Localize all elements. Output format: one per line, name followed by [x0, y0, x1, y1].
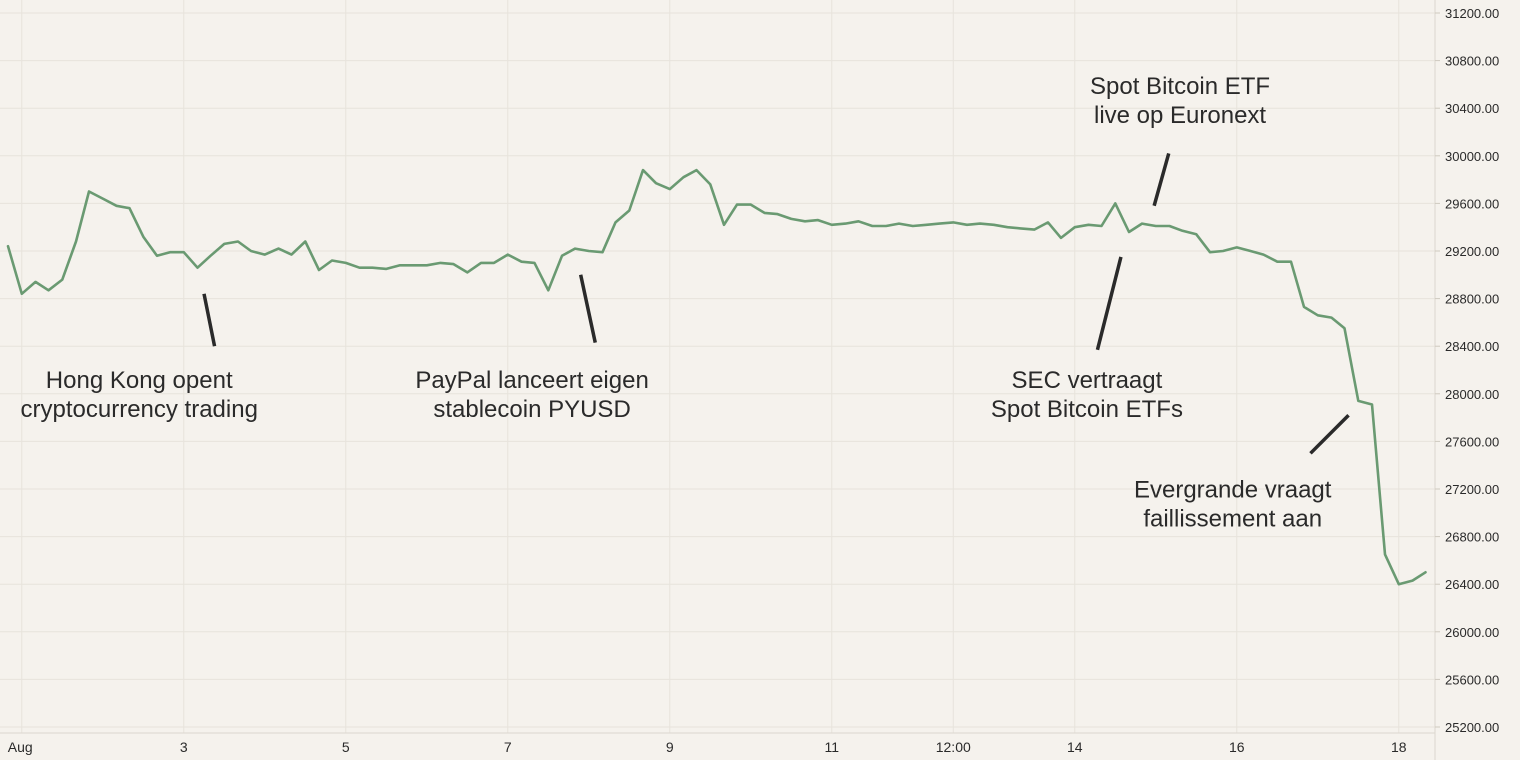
y-tick-label: 29200.00: [1445, 244, 1499, 259]
x-tick-label: Aug: [8, 739, 33, 755]
annotation-pointer: [1309, 413, 1350, 455]
y-tick-label: 30000.00: [1445, 149, 1499, 164]
annotation-pointer: [1095, 256, 1123, 351]
x-tick-label: 3: [180, 739, 188, 755]
annotation-pointer: [578, 274, 597, 343]
x-tick-label: 9: [666, 739, 674, 755]
annotation-text: Spot Bitcoin ETF: [1090, 73, 1270, 100]
annotation-text: live op Euronext: [1094, 102, 1266, 129]
y-axis: 25200.00 25600.00 26000.00 26400.00 26800.00…: [1435, 6, 1499, 735]
annotation-text: SEC vertraagt: [1012, 367, 1163, 394]
x-tick-label: 18: [1391, 739, 1407, 755]
x-tick-label: 5: [342, 739, 350, 755]
y-tick-label: 29600.00: [1445, 196, 1499, 211]
y-tick-label: 28800.00: [1445, 292, 1499, 307]
annotation-text: PayPal lanceert eigen: [415, 367, 648, 394]
x-tick-label: 7: [504, 739, 512, 755]
y-tick-label: 27600.00: [1445, 434, 1499, 449]
series-line: [6, 168, 1427, 586]
x-tick-label: 12:00: [936, 739, 971, 755]
annotation-text: faillissement aan: [1143, 505, 1322, 532]
y-tick-label: 26000.00: [1445, 625, 1499, 640]
x-tick-label: 11: [824, 739, 839, 755]
y-tick-label: 27200.00: [1445, 482, 1499, 497]
y-tick-label: 26800.00: [1445, 530, 1499, 545]
y-tick-label: 28400.00: [1445, 339, 1499, 354]
y-tick-label: 30800.00: [1445, 54, 1499, 69]
annotation-text: cryptocurrency trading: [21, 396, 258, 423]
annotation-pointer: [202, 293, 217, 347]
x-axis: Aug 3 5 7 9 11 12:00 14 16 18: [8, 739, 1407, 755]
grid: [0, 0, 1435, 733]
annotation-pointer: [1152, 152, 1171, 207]
x-tick-label: 14: [1067, 739, 1083, 755]
annotation-text: Hong Kong opent: [46, 367, 233, 394]
series: [6, 168, 1427, 586]
y-tick-label: 26400.00: [1445, 577, 1499, 592]
y-tick-label: 28000.00: [1445, 387, 1499, 402]
annotation-text: Evergrande vraagt: [1134, 476, 1332, 503]
y-tick-label: 30400.00: [1445, 101, 1499, 116]
y-tick-label: 31200.00: [1445, 6, 1499, 21]
y-tick-label: 25200.00: [1445, 720, 1499, 735]
annotation-text: Spot Bitcoin ETFs: [991, 396, 1183, 423]
y-tick-label: 25600.00: [1445, 672, 1499, 687]
annotation-text: stablecoin PYUSD: [433, 396, 630, 423]
x-tick-label: 16: [1229, 739, 1245, 755]
